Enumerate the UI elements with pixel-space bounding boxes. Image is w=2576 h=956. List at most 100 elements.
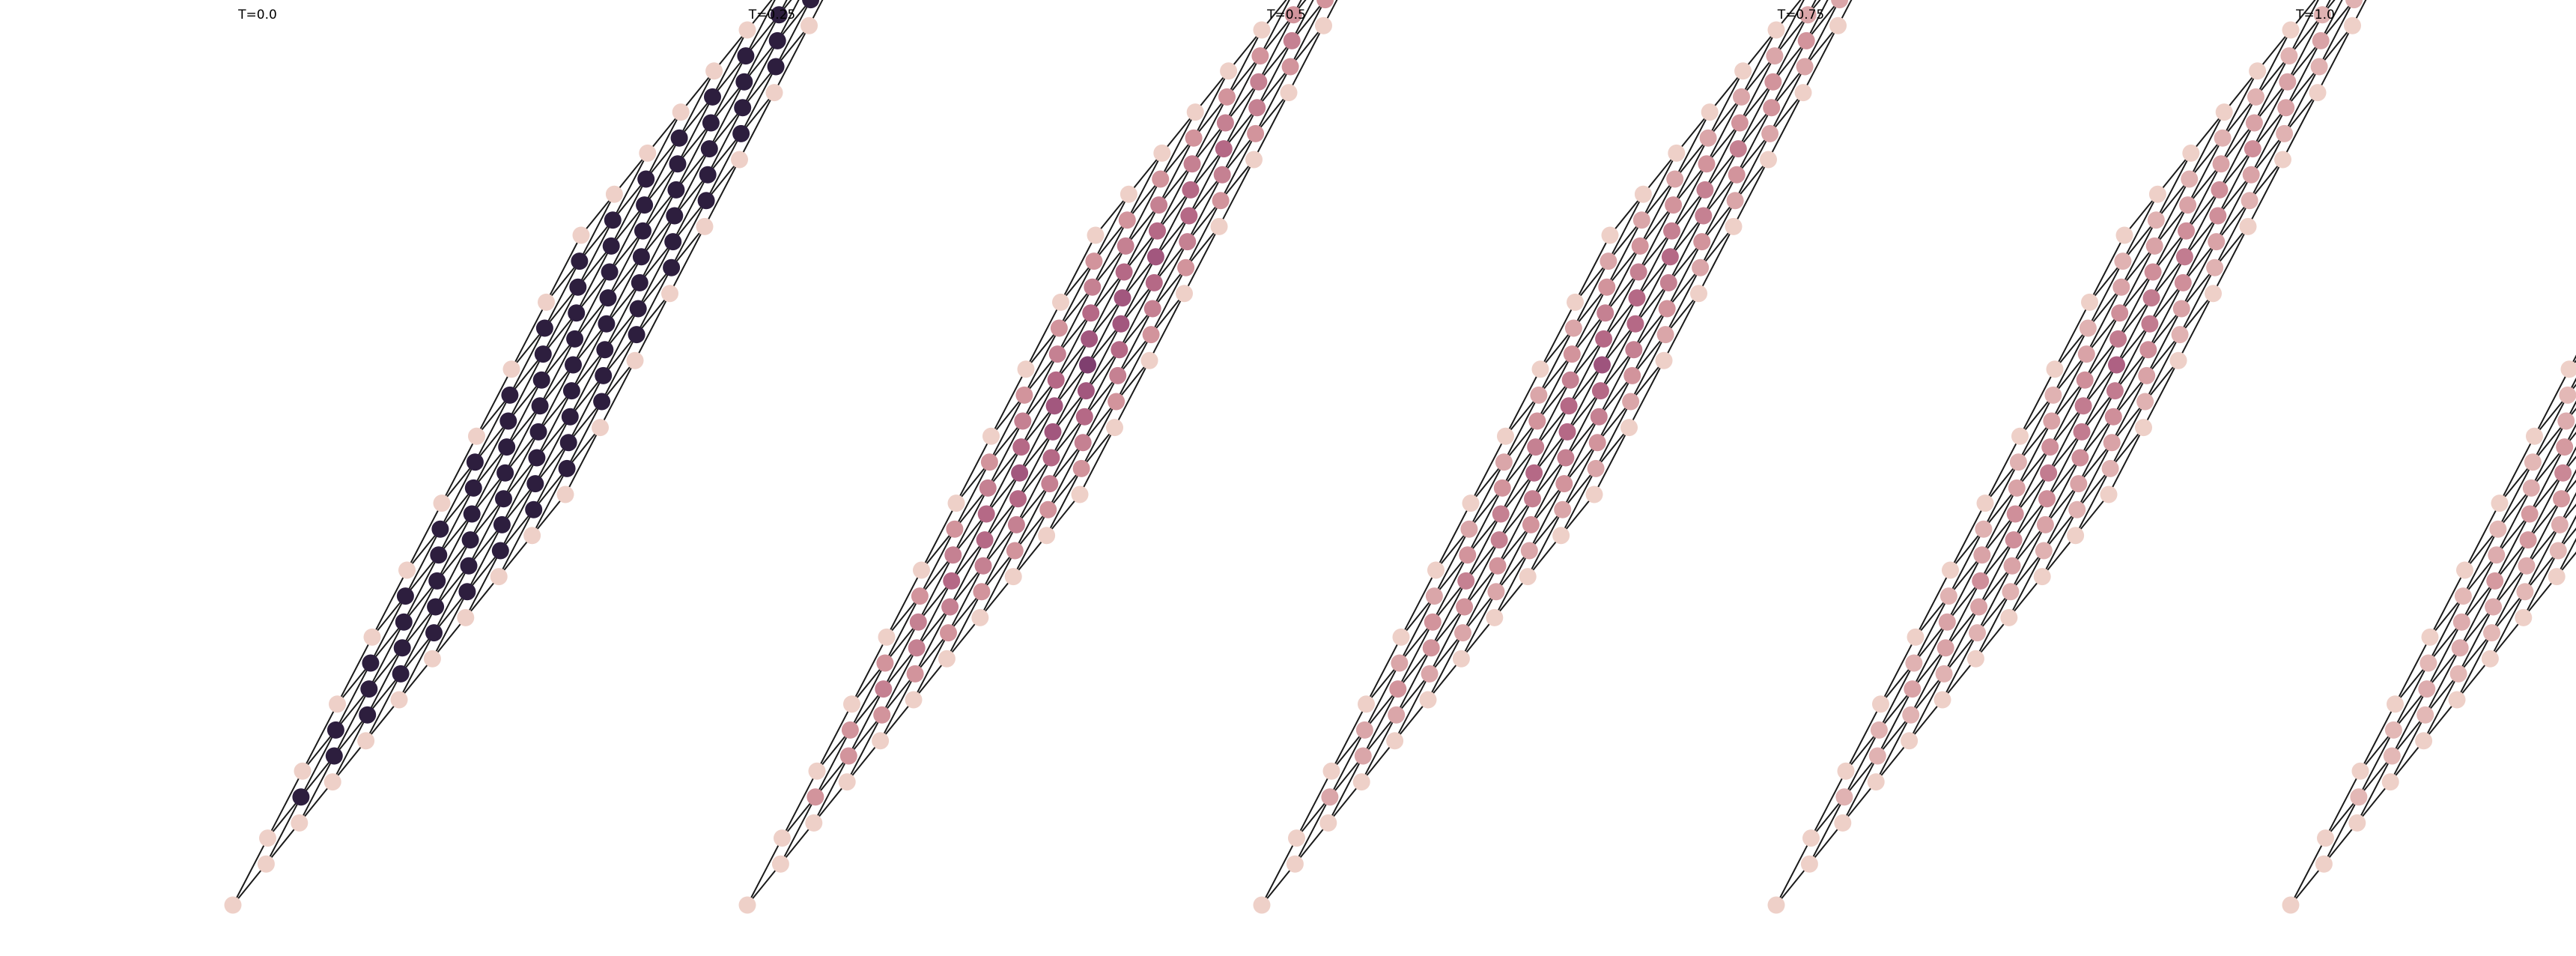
graph-edge [916,606,951,649]
graph-edge [711,55,747,98]
graph-node [704,88,721,106]
graph-node [1425,587,1443,605]
graph-edge [2496,513,2530,556]
edges-group [2290,354,2576,906]
graph-node [843,695,860,713]
graph-node [878,628,896,646]
graph-edge [571,323,607,392]
graph-node [974,557,992,575]
graph-edge [744,40,778,82]
graph-edge [436,539,471,582]
graph-node [1837,762,1855,780]
graph-edge [2179,267,2216,336]
graph-edge [2155,178,2190,221]
graph-edge [1774,14,1809,57]
graph-edge [886,569,923,638]
graph-edge [544,261,580,329]
graph-edge [575,271,610,314]
graph-node [605,185,623,203]
graph-node [2205,285,2222,303]
graph-edge [1462,591,1497,634]
graph-edge [2046,457,2081,500]
graph-node [731,151,748,169]
graph-node [908,639,926,657]
graph-node [1391,654,1409,672]
graph-edge [1328,781,1362,824]
graph-edge [710,81,745,124]
graph-edge [2358,755,2393,798]
graph-edge [2019,369,2056,437]
graph-edge [1122,256,1157,299]
graph-node [737,47,755,65]
graph-edge [2053,327,2089,396]
graph-edge [848,714,883,757]
graph-edge [1943,606,1980,674]
graph-node [1975,520,1993,538]
graph-edge [1527,535,1562,578]
graph-edge [1567,364,1603,432]
graph-edge [1115,360,1150,402]
graph-edge [1671,163,1707,232]
graph-node [1112,315,1130,333]
graph-edge [2497,462,2534,530]
graph-edge [2011,524,2047,566]
graph-edge [2181,241,2217,309]
graph-edge [476,394,511,437]
graph-node [294,762,312,780]
graph-node [1109,366,1127,384]
graph-node [1355,721,1373,739]
graph-node [977,505,995,523]
graph-edge [572,297,609,366]
graph-edge [434,565,470,608]
graph-edge [400,632,435,675]
graph-edge [1194,70,1230,113]
graph-node [1143,300,1161,318]
graph-edge [1698,226,1734,294]
graph-edge [2217,148,2254,217]
graph-node [2109,330,2127,348]
graph-edge [1604,271,1639,314]
graph-edge [2078,442,2112,485]
graph-node [1796,58,1814,76]
graph-node [395,613,413,631]
graph-edge [1770,66,1805,109]
graph-edge [777,0,812,42]
graph-edge [1913,596,1950,664]
graph-edge [1054,338,1090,407]
graph-edge [1055,338,1090,381]
graph-edge [2215,174,2253,243]
graph-edge [2459,606,2494,649]
graph-node [806,788,824,806]
graph-node [637,170,655,188]
graph-node [1462,494,1480,512]
graph-node [940,624,957,642]
panel-4: T=0.75 [1767,0,2367,914]
graph-edge [1534,405,1570,448]
graph-node [838,773,856,791]
graph-node [468,427,485,445]
graph-node [2418,680,2436,698]
graph-node [2489,520,2507,538]
graph-node [1628,289,1646,307]
graph-node [1039,500,1057,518]
graph-node [2279,73,2297,91]
graph-node [2035,542,2053,560]
graph-edge [2532,394,2569,463]
graph-edge [569,349,606,417]
graph-edge [612,178,647,221]
graph-edge [2044,457,2081,525]
graph-edge [2076,442,2113,510]
graph-node [561,408,579,426]
graph-edge [2360,729,2395,772]
graph-node [2111,304,2129,322]
graph-edge [956,435,992,504]
graph-edge [639,215,675,283]
graph-node [1590,408,1608,426]
graph-edge [538,390,573,433]
graph-edge [2115,323,2151,366]
graph-node [2557,412,2575,430]
graph-node [1315,16,1332,34]
graph-edge [1668,215,1704,283]
graph-edge [1193,70,1230,139]
